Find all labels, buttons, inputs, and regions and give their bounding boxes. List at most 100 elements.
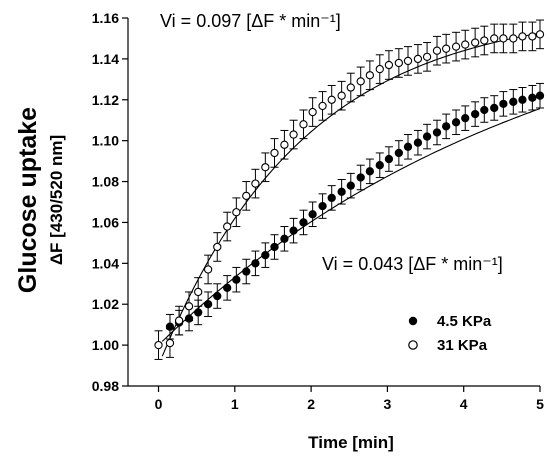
axes: 0.98 1.00 1.02 1.04 1.06 1.08 1.10 1.12 1.14 1.16…: [92, 10, 544, 412]
data-markers: [154, 30, 545, 350]
data-point-31kpa: [375, 64, 384, 74]
data-point-45kpa: [403, 142, 413, 151]
data-point-45kpa: [213, 291, 222, 301]
data-point-45kpa: [242, 267, 251, 276]
data-point-31kpa: [251, 179, 260, 188]
data-point-31kpa: [203, 265, 213, 274]
x-tick-label: 4: [460, 396, 468, 412]
data-point-45kpa: [270, 242, 279, 252]
y-tick-label: 1.14: [92, 51, 119, 67]
data-point-45kpa: [480, 105, 489, 115]
data-point-31kpa: [346, 83, 355, 92]
data-point-31kpa: [422, 52, 432, 61]
data-point-31kpa: [213, 242, 222, 252]
legend-marker-open: [408, 340, 418, 350]
data-point-45kpa: [535, 91, 545, 100]
legend-marker-filled: [408, 316, 418, 326]
y-tick-label: 1.10: [92, 133, 119, 149]
y-tick-label: 1.02: [92, 296, 119, 312]
data-point-45kpa: [261, 251, 270, 260]
data-point-45kpa: [280, 234, 289, 243]
data-point-45kpa: [432, 128, 442, 137]
data-point-45kpa: [451, 118, 461, 127]
data-point-31kpa: [499, 34, 508, 43]
data-point-45kpa: [337, 187, 346, 196]
data-point-45kpa: [289, 226, 298, 235]
y-tick-label: 1.06: [92, 214, 119, 230]
data-point-31kpa: [470, 38, 480, 47]
data-point-31kpa: [518, 32, 527, 41]
error-bars: [154, 19, 544, 360]
x-tick-label: 2: [307, 396, 315, 412]
data-point-31kpa: [365, 71, 375, 80]
x-tick-label: 1: [231, 396, 239, 412]
data-point-31kpa: [451, 42, 461, 51]
annotation-vi-45kpa: Vi = 0.043 [ΔF * min⁻¹]: [322, 254, 503, 274]
legend-label-45kpa: 4.5 KPa: [437, 313, 492, 330]
y-axis-title-main: Glucose uptake: [14, 107, 42, 293]
data-point-45kpa: [442, 122, 451, 131]
data-point-45kpa: [232, 275, 241, 284]
data-point-31kpa: [223, 222, 232, 231]
data-point-31kpa: [261, 163, 270, 172]
x-tick-label: 5: [536, 396, 544, 412]
data-point-31kpa: [442, 44, 451, 53]
data-point-31kpa: [535, 30, 545, 39]
data-point-31kpa: [480, 36, 489, 45]
data-point-45kpa: [422, 132, 432, 141]
data-point-45kpa: [490, 103, 499, 113]
data-point-31kpa: [299, 120, 308, 129]
y-tick-label: 1.04: [92, 255, 119, 271]
data-point-45kpa: [461, 114, 470, 123]
data-point-31kpa: [318, 101, 327, 111]
data-point-31kpa: [356, 77, 365, 86]
data-point-31kpa: [232, 208, 241, 217]
data-point-31kpa: [403, 56, 413, 66]
data-point-31kpa: [242, 191, 251, 201]
data-point-45kpa: [365, 167, 375, 176]
data-point-45kpa: [509, 97, 518, 106]
data-point-31kpa: [308, 107, 317, 117]
legend: 4.5 KPa 31 KPa: [408, 313, 492, 354]
data-point-45kpa: [375, 161, 384, 170]
x-axis-title: Time [min]: [308, 433, 394, 452]
y-axis-title-sub: ΔF [430/520 nm]: [47, 135, 66, 265]
x-tick-label: 0: [155, 396, 163, 412]
data-point-45kpa: [251, 259, 260, 268]
y-tick-label: 1.08: [92, 174, 119, 190]
data-point-45kpa: [470, 109, 480, 119]
data-point-45kpa: [318, 201, 327, 211]
x-tick-label: 3: [384, 396, 392, 412]
data-point-45kpa: [413, 138, 423, 147]
data-point-31kpa: [154, 340, 163, 350]
data-point-31kpa: [461, 40, 470, 49]
data-point-45kpa: [394, 148, 404, 158]
data-point-31kpa: [184, 302, 194, 311]
data-point-45kpa: [356, 173, 365, 182]
data-point-31kpa: [413, 54, 423, 64]
data-point-31kpa: [165, 338, 175, 348]
data-point-45kpa: [528, 93, 537, 102]
data-point-31kpa: [394, 58, 404, 68]
data-point-31kpa: [280, 140, 289, 149]
data-point-31kpa: [490, 34, 499, 43]
data-point-45kpa: [203, 300, 213, 309]
fit-curve-4-5-kpa: [161, 108, 541, 342]
data-point-45kpa: [194, 308, 203, 317]
data-point-31kpa: [432, 46, 442, 55]
data-point-45kpa: [384, 154, 394, 164]
data-point-31kpa: [337, 91, 346, 100]
data-point-45kpa: [518, 95, 527, 104]
annotation-vi-31kpa: Vi = 0.097 [ΔF * min⁻¹]: [160, 11, 341, 31]
data-point-45kpa: [184, 314, 194, 323]
data-point-31kpa: [194, 287, 203, 297]
data-point-31kpa: [289, 130, 298, 139]
data-point-45kpa: [299, 218, 308, 227]
data-point-45kpa: [346, 181, 355, 190]
data-point-45kpa: [223, 283, 232, 293]
data-point-45kpa: [308, 210, 317, 219]
data-point-31kpa: [384, 60, 394, 70]
data-point-31kpa: [327, 95, 336, 104]
data-point-31kpa: [174, 316, 184, 325]
data-point-45kpa: [165, 322, 175, 331]
